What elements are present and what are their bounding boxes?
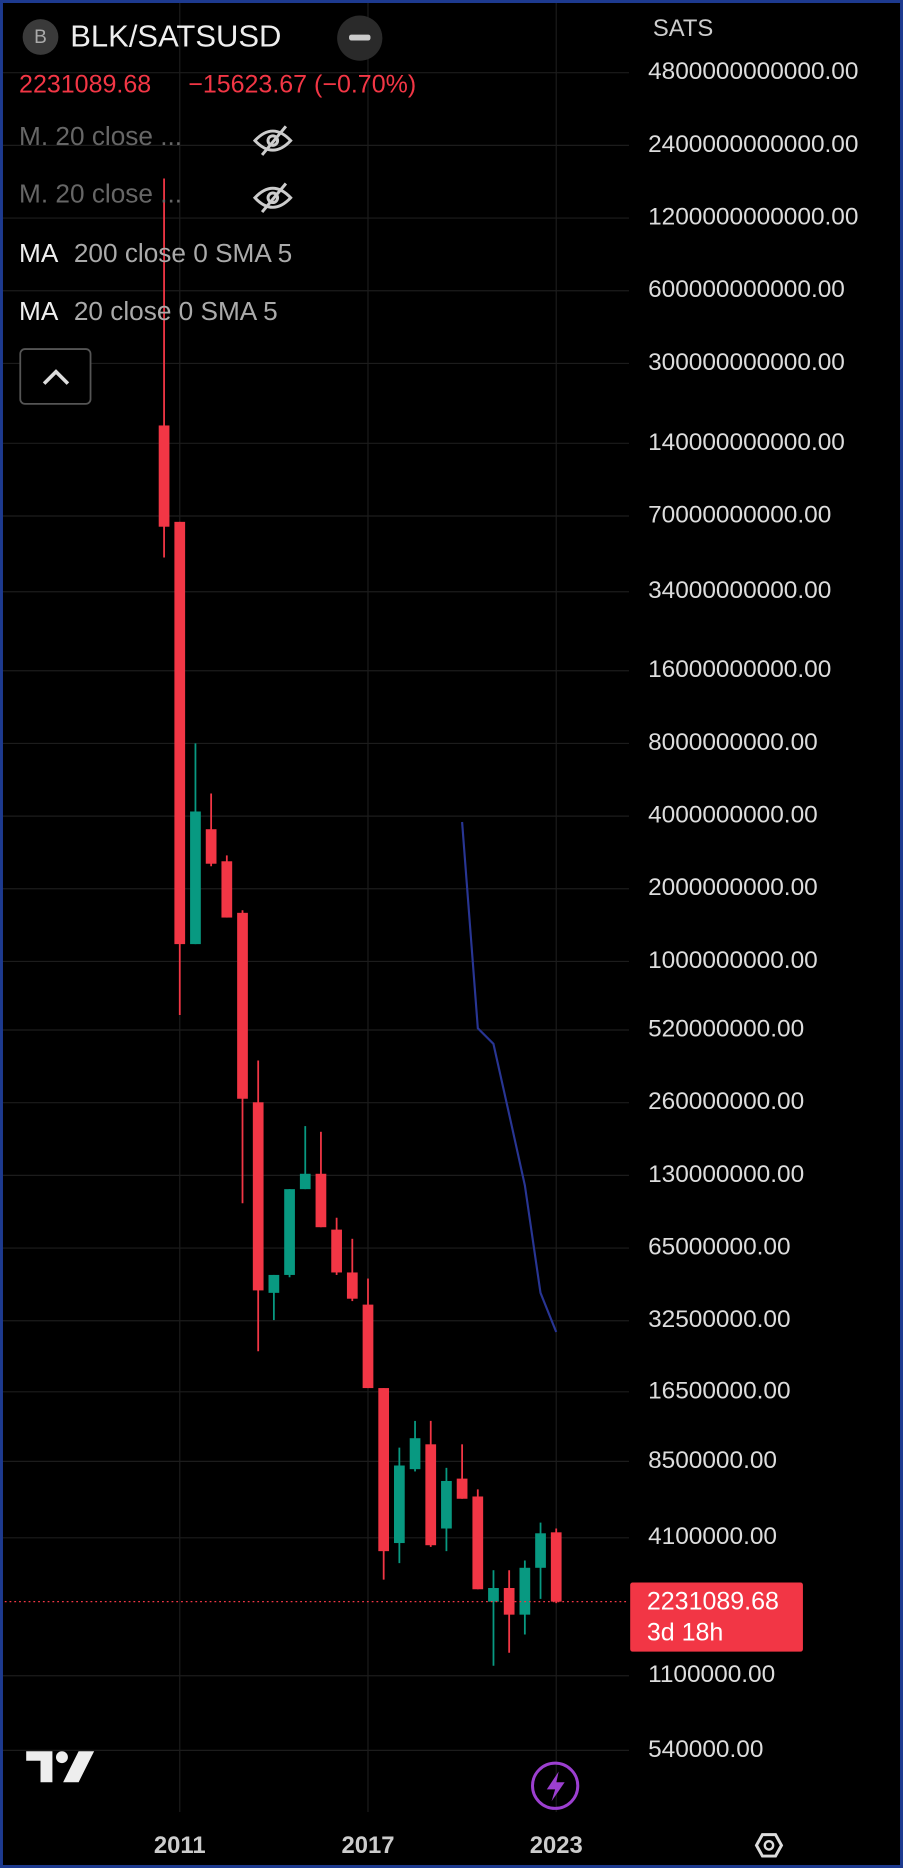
lightning-icon (546, 1771, 565, 1802)
logo-part (55, 1751, 68, 1764)
candle-body (456, 1478, 468, 1499)
candle-body (362, 1304, 374, 1389)
logo-part (26, 1751, 53, 1783)
moving-average-line (461, 821, 558, 1333)
y-tick-label: 34000000000.00 (648, 577, 831, 604)
settings-button[interactable] (754, 1833, 784, 1858)
candle-body (519, 1567, 531, 1615)
y-tick-label: 65000000.00 (648, 1234, 791, 1261)
y-tick-label: 4800000000000.00 (648, 58, 858, 85)
eye-pupil (266, 191, 280, 205)
candle-body (190, 811, 201, 945)
hidden-indicator[interactable]: M. 20 close ... (19, 178, 182, 208)
y-tick-label: 140000000000.00 (648, 429, 845, 456)
candle-body (425, 1444, 437, 1546)
symbol[interactable]: BLK/SATSUSD (70, 18, 281, 53)
logo-part (63, 1751, 95, 1783)
candle-body (472, 1496, 484, 1590)
y-tick-label: 4100000.00 (648, 1523, 777, 1550)
y-tick-label: 600000000000.00 (648, 276, 845, 303)
price-change: −15623.67 (−0.70%) (188, 70, 416, 98)
eye-off-icon[interactable] (252, 182, 293, 214)
y-tick-label: 300000000000.00 (648, 349, 845, 376)
grid (0, 0, 630, 1812)
y-tick-label: 16500000.00 (648, 1377, 791, 1404)
candle-body (205, 829, 217, 864)
x-tick-label: 2017 (341, 1832, 394, 1859)
y-tick-label: 130000000.00 (648, 1161, 804, 1188)
candle-body (346, 1272, 358, 1299)
candle-body (158, 425, 170, 527)
y-tick-label: 260000000.00 (648, 1088, 804, 1115)
x-tick-label: 2023 (530, 1832, 583, 1859)
bar-countdown: 3d 18h (647, 1618, 723, 1646)
candle-body (503, 1588, 515, 1615)
hidden-indicator[interactable]: M. 20 close ... (19, 121, 182, 151)
candle-body (394, 1465, 405, 1544)
axis-unit: SATS (653, 15, 713, 42)
y-tick-label: 520000000.00 (648, 1015, 804, 1042)
settings-icon (763, 1839, 775, 1851)
candle-body (550, 1532, 562, 1602)
y-tick-label: 32500000.00 (648, 1306, 791, 1333)
symbol-icon-letter: B (34, 27, 47, 48)
x-tick-label: 2011 (154, 1832, 206, 1859)
price-label-box (630, 1582, 803, 1652)
y-tick-label: 1000000000.00 (648, 947, 818, 974)
eye-off-icon[interactable] (252, 125, 293, 156)
y-tick-label: 8500000.00 (648, 1447, 777, 1474)
y-tick-label: 2000000000.00 (648, 874, 818, 901)
y-tick-label: 2400000000000.00 (648, 131, 858, 158)
candle-body (237, 912, 248, 1099)
candle-body (441, 1480, 452, 1529)
plot (0, 178, 630, 1666)
collapse-icon (349, 34, 371, 41)
candle-body (488, 1588, 499, 1602)
candle-body (535, 1533, 546, 1568)
y-tick-label: 540000.00 (648, 1736, 763, 1763)
candle-body (331, 1229, 342, 1273)
indicator-name[interactable]: MA (19, 296, 59, 326)
y-tick-label: 1100000.00 (648, 1661, 775, 1688)
price-label: 2231089.68 (647, 1587, 779, 1615)
candle-body (174, 521, 186, 945)
lightning-button[interactable] (531, 1761, 580, 1810)
y-tick-label: 8000000000.00 (648, 729, 818, 756)
candle-body (268, 1274, 280, 1293)
logo (26, 1751, 95, 1783)
y-tick-label: 16000000000.00 (648, 656, 831, 683)
y-tick-label: 70000000000.00 (648, 501, 831, 528)
eye-icons[interactable] (252, 125, 293, 214)
y-tick-label: 1200000000000.00 (648, 204, 858, 231)
y-tick-label: 4000000000.00 (648, 802, 818, 829)
eye-pupil (266, 134, 280, 147)
indicator-params[interactable]: 200 close 0 SMA 5 (74, 238, 292, 268)
indicator-name[interactable]: MA (19, 238, 59, 268)
candle-body (284, 1189, 295, 1275)
candle-body (252, 1102, 264, 1291)
candle-body (221, 861, 233, 918)
candle-body (315, 1173, 327, 1228)
last-price: 2231089.68 (19, 70, 151, 98)
chevron-up (42, 369, 70, 385)
candle-body (299, 1173, 311, 1190)
candle-body (378, 1388, 390, 1552)
legend-toggle[interactable] (19, 348, 92, 405)
indicator-params[interactable]: 20 close 0 SMA 5 (74, 296, 278, 326)
symbol-icon (22, 19, 59, 55)
candle-body (409, 1438, 421, 1470)
